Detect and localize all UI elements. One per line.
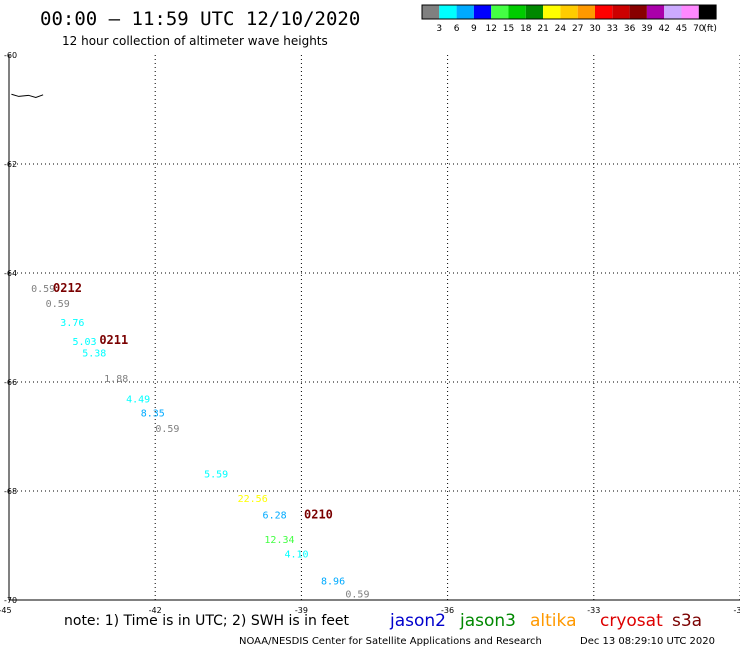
color-scale-label: 30 bbox=[589, 24, 601, 34]
coastline bbox=[11, 93, 44, 99]
color-scale-legend: 3 6 9 12 15 18 21 24 27 30 33 36 39 42 45 70(ft) bbox=[421, 4, 717, 34]
color-scale-unit: (ft) bbox=[703, 24, 717, 34]
color-scale-swatch bbox=[664, 5, 682, 19]
wave-height-label: 6.28 bbox=[263, 510, 287, 521]
plot-area: 0.59 0.59 3.76 5.035.38 1.88 4.49 8.35 0.59 5.59… bbox=[8, 55, 740, 601]
y-axis-ticks: -60 -62 -64 -66 -68 -70 bbox=[4, 51, 17, 605]
x-tick-label: -39 bbox=[295, 606, 308, 615]
color-scale-label: 45 bbox=[676, 24, 687, 34]
pass-time-label: 0210 bbox=[304, 507, 333, 521]
color-scale-label: 24 bbox=[555, 24, 567, 34]
color-scale-swatch bbox=[595, 5, 613, 19]
coastline-fragment bbox=[11, 93, 44, 99]
chart-subtitle: 12 hour collection of altimeter wave hei… bbox=[62, 34, 328, 48]
wave-height-label: 8.35 bbox=[141, 408, 165, 419]
wave-height-label: 4.49 bbox=[126, 395, 150, 406]
timestamp-text: Dec 13 08:29:10 UTC 2020 bbox=[580, 636, 715, 647]
color-scale-swatch bbox=[612, 5, 630, 19]
color-scale-label: 21 bbox=[537, 24, 548, 34]
pass-time-label: 0211 bbox=[99, 333, 128, 347]
color-scale-swatch bbox=[422, 5, 440, 19]
color-scale-label: 39 bbox=[641, 24, 653, 34]
color-scale-swatch bbox=[629, 5, 647, 19]
color-scale-swatch bbox=[508, 5, 526, 19]
color-scale-swatch bbox=[577, 5, 595, 19]
mission-cryosat: cryosat bbox=[600, 611, 663, 631]
footnote: note: 1) Time is in UTC; 2) SWH is in fe… bbox=[64, 613, 350, 629]
wave-height-points: 0.59 0.59 3.76 5.035.38 1.88 4.49 8.35 0.59 5.59… bbox=[31, 284, 369, 600]
y-tick-label: -66 bbox=[4, 378, 17, 387]
color-scale-label: 9 bbox=[471, 24, 477, 34]
color-scale-swatch bbox=[491, 5, 509, 19]
pass-time-label: 0212 bbox=[53, 281, 82, 295]
color-scale-swatch bbox=[439, 5, 457, 19]
wave-height-label: 5.38 bbox=[82, 348, 106, 359]
wave-height-label: 0.59 bbox=[46, 299, 70, 310]
mission-jason2: jason2 bbox=[389, 611, 446, 631]
wave-height-label: 0.59 bbox=[31, 284, 55, 295]
color-scale-border bbox=[421, 4, 717, 20]
chart-title: 00:00 — 11:59 UTC 12/10/2020 bbox=[40, 8, 360, 30]
wave-height-label: 12.34 bbox=[264, 535, 294, 546]
mission-altika: altika bbox=[530, 611, 577, 631]
pass-time-labels: 0212 0211 0210 bbox=[53, 281, 333, 521]
color-scale-label: 12 bbox=[485, 24, 496, 34]
y-tick-label: -68 bbox=[4, 487, 17, 496]
color-scale-swatch bbox=[681, 5, 699, 19]
color-scale-swatch bbox=[646, 5, 665, 19]
wave-height-label: 8.96 bbox=[321, 577, 345, 588]
color-scale-label: 42 bbox=[658, 24, 669, 34]
x-tick-label: -36 bbox=[441, 606, 454, 615]
color-scale-label: 3 bbox=[436, 24, 442, 34]
color-scale-label: 33 bbox=[607, 24, 618, 34]
x-tick-label: -42 bbox=[149, 606, 162, 615]
credit-text: NOAA/NESDIS Center for Satellite Applica… bbox=[239, 636, 542, 647]
mission-s3a: s3a bbox=[672, 611, 702, 631]
x-tick-label: -45 bbox=[0, 606, 12, 615]
color-scale-swatch bbox=[543, 5, 561, 19]
grid-lines bbox=[9, 55, 740, 600]
color-scale-swatch bbox=[698, 5, 717, 19]
color-scale-label: 27 bbox=[572, 24, 583, 34]
wave-height-label: 0.59 bbox=[155, 424, 179, 435]
wave-height-label: 5.59 bbox=[204, 469, 228, 480]
wave-height-label: 0.59 bbox=[345, 589, 369, 600]
x-axis-ticks: -45 -42 -39 -36 -33 -30 bbox=[0, 606, 740, 615]
y-tick-label: -62 bbox=[4, 160, 17, 169]
color-scale-label: 70 bbox=[693, 24, 705, 34]
wave-height-label: 1.88 bbox=[104, 374, 128, 385]
y-tick-label: -64 bbox=[4, 269, 17, 278]
color-scale-swatch bbox=[456, 5, 474, 19]
color-scale-label: 36 bbox=[624, 24, 636, 34]
mission-legend: jason2 jason3 altika cryosat s3a bbox=[389, 611, 702, 631]
wave-height-label: 3.76 bbox=[60, 318, 84, 329]
wave-height-label: 4.10 bbox=[284, 549, 308, 560]
y-tick-label: -60 bbox=[4, 51, 17, 60]
color-scale-label: 18 bbox=[520, 24, 532, 34]
mission-jason3: jason3 bbox=[459, 611, 516, 631]
color-scale-label: 6 bbox=[454, 24, 460, 34]
color-scale-swatch bbox=[473, 5, 492, 19]
color-scale-label: 15 bbox=[503, 24, 514, 34]
wave-height-label: 22.56 bbox=[238, 494, 268, 505]
x-tick-label: -30 bbox=[733, 606, 740, 615]
color-scale-swatch bbox=[560, 5, 578, 19]
x-tick-label: -33 bbox=[587, 606, 600, 615]
wave-height-label: 5.03 bbox=[72, 337, 96, 348]
color-scale-swatch bbox=[525, 5, 544, 19]
y-tick-label: -70 bbox=[4, 596, 17, 605]
